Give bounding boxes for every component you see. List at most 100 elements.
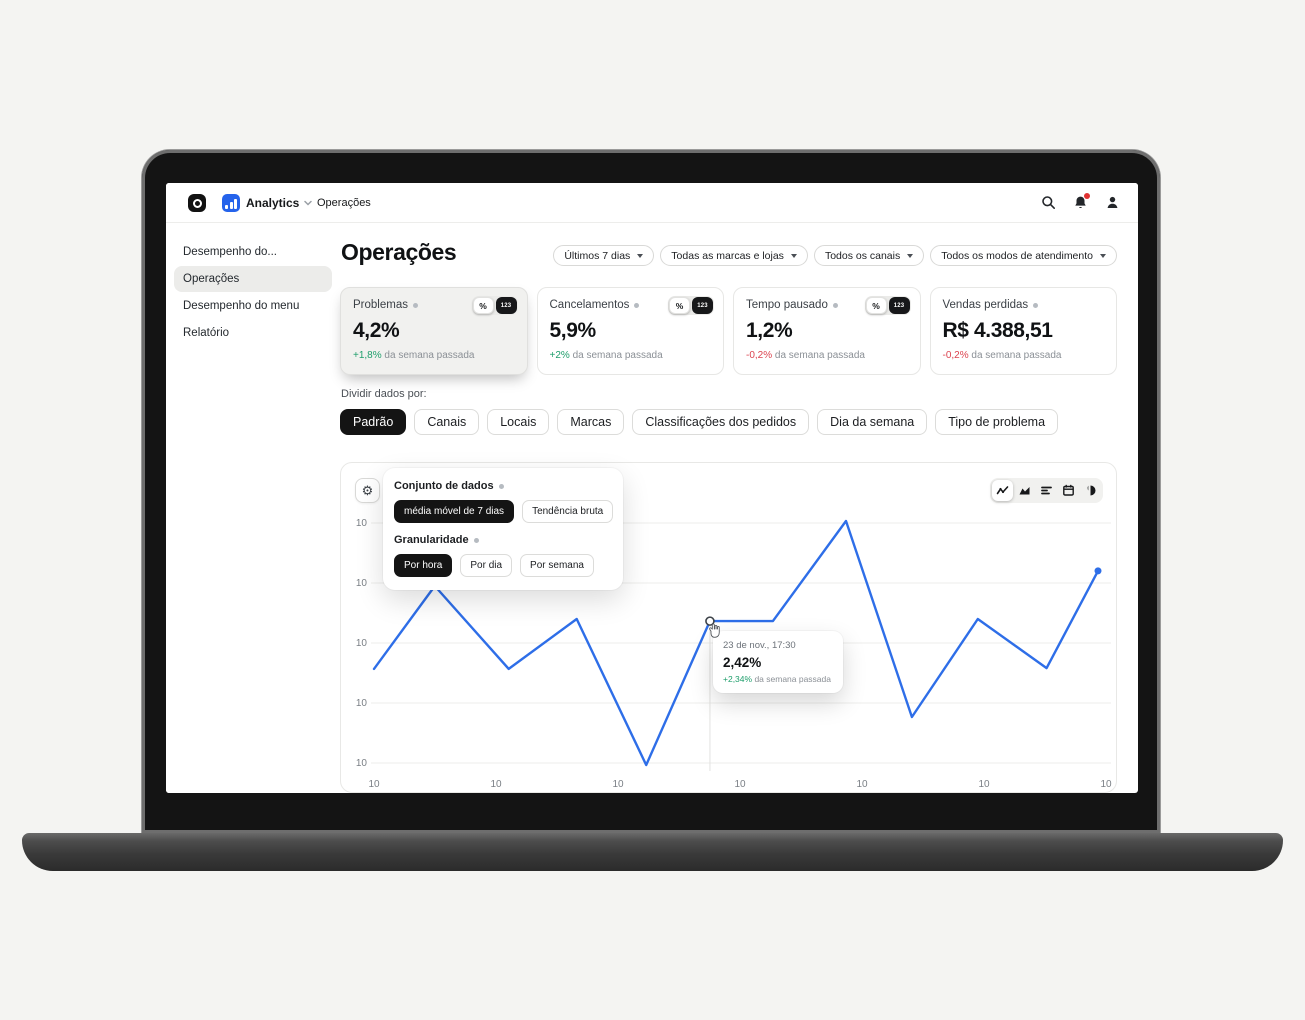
- info-icon: [473, 537, 479, 543]
- chart-settings-popover: Conjunto de dados média móvel de 7 dias …: [383, 468, 623, 590]
- info-icon: [1033, 302, 1039, 308]
- percent-toggle[interactable]: %: [472, 297, 494, 314]
- kpi-value: 5,9%: [549, 319, 597, 342]
- tooltip-value: 2,42%: [723, 655, 762, 670]
- chip-locais[interactable]: Locais: [487, 409, 550, 435]
- dataset-option-tendencia-bruta[interactable]: Tendência bruta: [522, 500, 614, 523]
- sidebar-item-desempenho-do[interactable]: Desempenho do...: [183, 246, 277, 258]
- svg-text:10: 10: [356, 758, 368, 769]
- bar-icon: [229, 202, 233, 209]
- split-label: Dividir dados por:: [341, 388, 427, 400]
- svg-text:10: 10: [356, 638, 368, 649]
- app-switcher[interactable]: Analytics: [246, 196, 313, 210]
- laptop-screen: Analytics Operações Desempenho do... Ope…: [166, 183, 1138, 793]
- svg-text:10: 10: [356, 518, 368, 529]
- chart-type-toolbar: [990, 478, 1103, 503]
- chevron-down-icon: [304, 200, 313, 206]
- kpi-card-tempo-pausado[interactable]: Tempo pausado % 123 1,2% -0,2% da semana…: [733, 287, 921, 375]
- granularity-por-semana[interactable]: Por semana: [520, 554, 594, 577]
- line-chart-icon[interactable]: [992, 480, 1013, 501]
- area-chart-icon[interactable]: [1014, 480, 1035, 501]
- kpi-value: 4,2%: [353, 319, 400, 342]
- kpi-delta: +1,8% da semana passada: [353, 350, 475, 361]
- info-icon: [634, 302, 640, 308]
- breadcrumb[interactable]: Operações: [317, 197, 371, 209]
- svg-text:10: 10: [1100, 779, 1112, 790]
- filter-brands-stores[interactable]: Todas as marcas e lojas: [660, 245, 808, 266]
- chip-marcas[interactable]: Marcas: [557, 409, 625, 435]
- calendar-icon[interactable]: [1058, 480, 1079, 501]
- bar-icon: [234, 199, 237, 209]
- svg-text:10: 10: [356, 698, 368, 709]
- granularity-por-dia[interactable]: Por dia: [460, 554, 513, 577]
- sidebar: Desempenho do... Operações Desempenho do…: [166, 223, 340, 793]
- kpi-row: Problemas % 123 4,2% +1,8% da semana pas…: [340, 287, 1117, 375]
- unit-toggle: % 123: [471, 296, 518, 315]
- chip-dia-da-semana[interactable]: Dia da semana: [817, 409, 928, 435]
- analytics-app-icon[interactable]: [222, 194, 240, 212]
- search-icon[interactable]: [1041, 195, 1056, 210]
- sidebar-item-desempenho-do-menu[interactable]: Desempenho do menu: [183, 300, 300, 312]
- dataset-option-media-movel[interactable]: média móvel de 7 dias: [394, 500, 515, 523]
- chart-card: 10 10 10 10 10 10 10 10 10 10 10 10 ⚙ Conjunto de d…: [340, 462, 1117, 793]
- chart-tooltip: 23 de nov., 17:30 2,42% +2,34% da semana…: [713, 631, 843, 693]
- kpi-value: R$ 4.388,51: [942, 319, 1053, 342]
- percent-toggle[interactable]: %: [669, 297, 690, 314]
- sidebar-item-operacoes[interactable]: Operações: [174, 266, 332, 292]
- chip-padrao[interactable]: Padrão: [340, 409, 407, 435]
- unit-toggle: % 123: [668, 296, 714, 315]
- pie-chart-icon[interactable]: [1080, 480, 1101, 501]
- svg-text:10: 10: [978, 779, 990, 790]
- kpi-delta: -0,2% da semana passada: [942, 350, 1062, 361]
- number-toggle[interactable]: 123: [692, 297, 713, 314]
- tooltip-delta: +2,34% da semana passada: [723, 674, 831, 684]
- company-logo[interactable]: [188, 194, 206, 212]
- chip-tipo-de-problema[interactable]: Tipo de problema: [935, 409, 1059, 435]
- number-toggle[interactable]: 123: [888, 297, 910, 314]
- svg-text:10: 10: [490, 779, 502, 790]
- chart-settings-button[interactable]: ⚙: [355, 478, 380, 503]
- percent-toggle[interactable]: %: [865, 297, 887, 314]
- filter-bar: Últimos 7 dias Todas as marcas e lojas T…: [553, 245, 1117, 266]
- page-title: Operações: [341, 239, 457, 265]
- chip-canais[interactable]: Canais: [414, 409, 480, 435]
- chevron-down-icon: [637, 253, 644, 258]
- info-icon: [412, 302, 418, 308]
- chip-classificacoes[interactable]: Classificações dos pedidos: [632, 409, 810, 435]
- filter-channels[interactable]: Todos os canais: [813, 245, 925, 266]
- kpi-card-problemas[interactable]: Problemas % 123 4,2% +1,8% da semana pas…: [340, 287, 528, 375]
- bar-icon: [225, 205, 228, 209]
- notifications-icon[interactable]: [1073, 193, 1090, 210]
- chevron-down-icon: [907, 253, 914, 258]
- number-toggle[interactable]: 123: [495, 297, 517, 314]
- laptop-base: [22, 833, 1283, 871]
- logo-ring-icon: [192, 198, 202, 208]
- bar-chart-icon[interactable]: [1036, 480, 1057, 501]
- granularity-por-hora[interactable]: Por hora: [394, 554, 453, 577]
- split-chips: Padrão Canais Locais Marcas Classificaçõ…: [340, 409, 1059, 435]
- svg-text:10: 10: [356, 578, 368, 589]
- info-icon: [498, 483, 504, 489]
- chevron-down-icon: [790, 253, 797, 258]
- kpi-delta: -0,2% da semana passada: [746, 350, 865, 361]
- svg-text:10: 10: [734, 779, 746, 790]
- filter-date-range[interactable]: Últimos 7 dias: [553, 245, 655, 266]
- main-content: Operações Últimos 7 dias Todas as marcas…: [340, 223, 1117, 793]
- unit-toggle: % 123: [864, 296, 911, 315]
- kpi-value: 1,2%: [746, 319, 793, 342]
- kpi-card-vendas-perdidas[interactable]: Vendas perdidas R$ 4.388,51 -0,2% da sem…: [929, 287, 1117, 375]
- kpi-delta: +2% da semana passada: [549, 350, 663, 361]
- notification-badge: [1084, 193, 1090, 199]
- info-icon: [832, 302, 838, 308]
- filter-service-modes[interactable]: Todos os modos de atendimento: [930, 245, 1117, 266]
- tooltip-date: 23 de nov., 17:30: [723, 640, 796, 651]
- top-bar: Analytics Operações: [166, 183, 1138, 223]
- kpi-card-cancelamentos[interactable]: Cancelamentos % 123 5,9% +2% da semana p…: [536, 287, 724, 375]
- chevron-down-icon: [1100, 253, 1106, 258]
- svg-text:10: 10: [612, 779, 624, 790]
- svg-text:10: 10: [368, 779, 380, 790]
- svg-text:10: 10: [856, 779, 868, 790]
- app-name: Analytics: [246, 196, 300, 210]
- account-icon[interactable]: [1105, 195, 1120, 210]
- sidebar-item-relatorio[interactable]: Relatório: [183, 327, 230, 339]
